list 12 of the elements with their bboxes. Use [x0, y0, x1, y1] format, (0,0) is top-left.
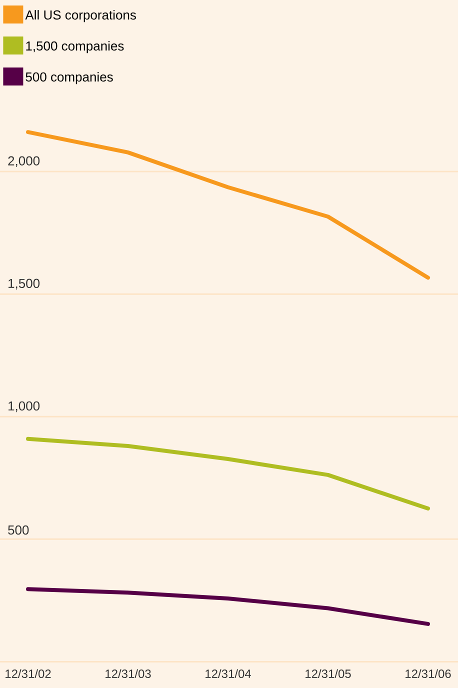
x-tick-label: 12/31/05: [306, 669, 351, 678]
y-tick-label: 2,000: [8, 156, 40, 168]
y-tick-label: 500: [8, 525, 29, 535]
y-tick-label: 1,000: [8, 401, 40, 412]
x-tick-label: 12/31/02: [6, 669, 51, 678]
y-tick-label: 1,500: [8, 278, 40, 290]
legend-label: All US corporations: [25, 10, 136, 22]
x-tick-label: 12/31/03: [106, 669, 151, 678]
legend-label: 1,500 companies: [26, 41, 124, 54]
x-tick-label: 12/31/06: [406, 669, 451, 678]
legend-label: 500 companies: [26, 72, 113, 84]
x-tick-label: 12/31/04: [206, 669, 251, 678]
